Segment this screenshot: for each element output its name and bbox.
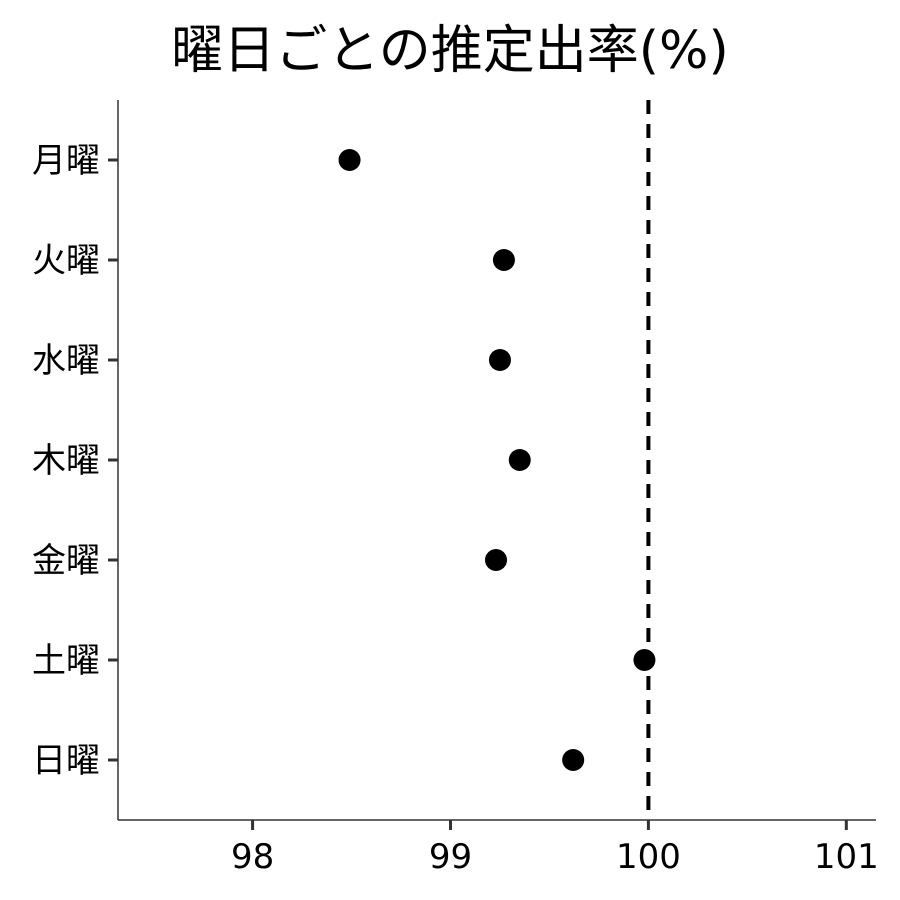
y-tick-label: 金曜 xyxy=(32,541,100,581)
y-tick-label: 水曜 xyxy=(32,341,100,381)
x-tick-label: 98 xyxy=(231,837,274,877)
x-tick-label: 101 xyxy=(814,837,879,877)
y-tick-label: 土曜 xyxy=(32,641,100,681)
x-tick-label: 100 xyxy=(616,837,681,877)
chart-title: 曜日ごとの推定出率(%) xyxy=(171,21,729,81)
data-point xyxy=(508,449,531,471)
data-point xyxy=(485,549,508,571)
data-point xyxy=(562,749,585,771)
data-point xyxy=(338,149,361,171)
y-tick-label: 月曜 xyxy=(32,141,100,181)
y-tick-label: 日曜 xyxy=(32,741,100,781)
data-point xyxy=(488,349,511,371)
y-tick-label: 木曜 xyxy=(32,441,100,481)
data-point xyxy=(492,249,515,271)
data-point xyxy=(633,649,656,671)
x-tick-label: 99 xyxy=(429,837,472,877)
y-tick-label: 火曜 xyxy=(32,241,100,281)
